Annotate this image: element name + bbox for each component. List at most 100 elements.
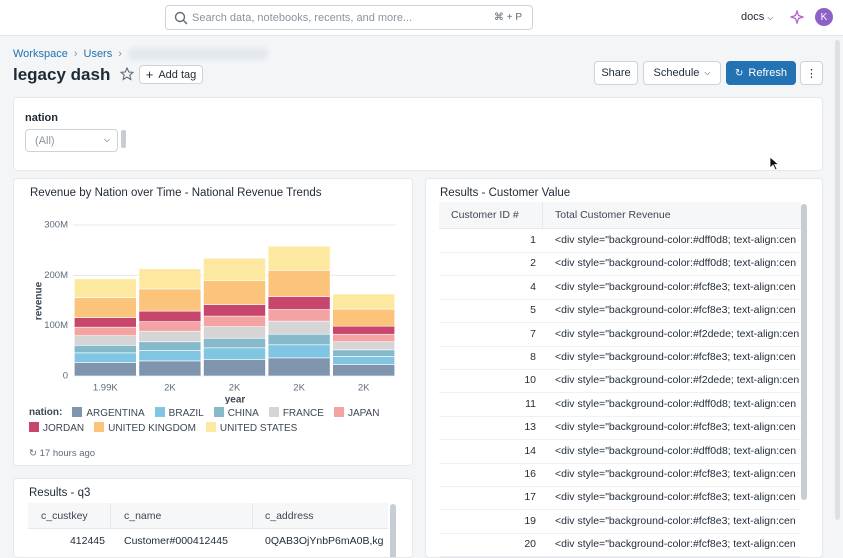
legend-swatch xyxy=(268,407,279,417)
shortcut: ⌘ + P xyxy=(493,12,522,23)
bar-segment xyxy=(73,335,137,346)
cell: <div style="background-color:#dff0d8; te… xyxy=(555,257,797,270)
cell: 2 xyxy=(530,257,536,270)
cell: 16 xyxy=(524,468,536,480)
more-button[interactable]: ⋮ xyxy=(800,61,823,85)
bar-segment xyxy=(267,333,331,346)
search-box[interactable]: Search data, notebooks, recents, and mor… xyxy=(165,5,533,30)
row-divider xyxy=(439,439,801,441)
breadcrumb-link[interactable]: Workspace xyxy=(13,48,68,60)
legend-item: ARGENTINA xyxy=(72,407,145,419)
table-title: Results - Customer Value xyxy=(440,187,571,199)
bar-segment xyxy=(203,257,266,281)
cell: <div style="background-color:#dff0d8; te… xyxy=(555,234,797,246)
y-tick-label: 300M xyxy=(44,220,68,231)
bar-segment xyxy=(138,268,202,290)
legend-item: JORDAN xyxy=(29,422,84,434)
scrollbar[interactable] xyxy=(801,204,807,500)
legend-swatch xyxy=(72,407,83,417)
bar-segment xyxy=(138,341,202,351)
updated-time: 17 hours ago xyxy=(39,448,96,459)
column-divider xyxy=(542,202,543,229)
add-tag-button[interactable]: + Add tag xyxy=(139,65,203,84)
table-header xyxy=(439,202,801,229)
blurred-user xyxy=(127,48,268,60)
bar-segment xyxy=(73,326,137,337)
row-divider xyxy=(439,556,801,557)
legend-item: BRAZIL xyxy=(154,407,204,419)
x-tick-label: 2K xyxy=(229,383,241,394)
legend-item: FRANCE xyxy=(268,407,324,419)
bar-segment xyxy=(203,280,266,305)
cell: 0QAB3OjYnbP6mA0B,kgf xyxy=(265,535,383,547)
legend-title: nation: xyxy=(29,407,63,418)
row-divider xyxy=(439,532,801,534)
bar-segment xyxy=(203,347,266,360)
bar-segment xyxy=(203,315,266,327)
y-tick-label: 100M xyxy=(44,320,68,331)
cell: 14 xyxy=(524,444,536,457)
cell: 19 xyxy=(524,514,536,527)
legend-swatch xyxy=(29,422,39,432)
legend: nation: ARGENTINA BRAZIL CHINA FRANCE JAPAN JO… xyxy=(29,407,404,434)
column-header: c_name xyxy=(124,510,162,522)
table-header xyxy=(28,503,388,529)
refresh-button[interactable]: ↻ Refresh xyxy=(726,61,796,85)
schedule-label: Schedule xyxy=(653,67,700,79)
bar-segment xyxy=(267,344,331,359)
cell: <div style="background-color:#f2dede; te… xyxy=(555,374,799,387)
bar-segment xyxy=(267,320,331,335)
legend-label: JAPAN xyxy=(347,408,380,419)
table-title: Results - q3 xyxy=(29,487,91,499)
cell: <div style="background-color:#dff0d8; te… xyxy=(555,397,797,410)
legend-label: CHINA xyxy=(227,408,259,419)
bar-segment xyxy=(332,308,396,327)
cell: <div style="background-color:#fcf8e3; te… xyxy=(555,491,796,504)
cell: <div style="background-color:#fcf8e3; te… xyxy=(555,351,796,363)
cell: 7 xyxy=(530,327,536,340)
chart: Revenue by Nation over Time - National R… xyxy=(30,187,396,404)
chart-title: Revenue by Nation over Time - National R… xyxy=(30,187,322,199)
row-divider xyxy=(439,369,801,370)
filter-card: nation (All) ⌵ xyxy=(13,97,823,171)
legend-label: UNITED KINGDOM xyxy=(108,423,196,434)
legend-swatch xyxy=(213,407,224,417)
cell: 10 xyxy=(524,374,536,387)
assistant-icon[interactable] xyxy=(790,10,804,24)
schedule-button[interactable]: Schedule ⌵ xyxy=(643,61,721,85)
share-button[interactable]: Share xyxy=(594,61,638,85)
bar-segment xyxy=(332,333,396,343)
row-divider xyxy=(439,509,801,511)
star-icon[interactable] xyxy=(120,67,134,81)
bar-segment xyxy=(332,341,396,351)
cell: <div style="background-color:#fcf8e3; te… xyxy=(555,514,796,527)
q3-table-card: Results - q3 c_custkey c_name c_address 412… xyxy=(13,478,413,558)
legend-item: CHINA xyxy=(213,407,259,419)
dashboard-title: legacy dash xyxy=(13,65,111,84)
bar-segment xyxy=(267,357,331,377)
avatar[interactable]: K xyxy=(815,8,833,26)
workspace-switcher[interactable]: docs ⌵ xyxy=(741,11,774,23)
chart-footer: ↻ 17 hours ago xyxy=(29,448,96,459)
page-scrollbar[interactable] xyxy=(835,40,840,520)
row-divider xyxy=(439,392,801,394)
legend-label: UNITED STATES xyxy=(219,423,298,434)
column-divider xyxy=(110,503,111,529)
cell: <div style="background-color:#dff0d8; te… xyxy=(555,444,797,457)
refresh-label: Refresh xyxy=(748,67,787,79)
cell: 8 xyxy=(530,351,536,363)
column-header: Customer ID # xyxy=(451,209,519,221)
bar-segment xyxy=(267,296,331,310)
column-header: c_address xyxy=(265,510,314,522)
row-divider xyxy=(439,462,801,464)
breadcrumb-link[interactable]: Users xyxy=(83,48,113,60)
filter-select[interactable]: (All) ⌵ xyxy=(25,129,118,152)
scrollbar[interactable] xyxy=(390,504,396,557)
resize-handle xyxy=(121,130,126,148)
top-bar: Search data, notebooks, recents, and mor… xyxy=(0,0,843,36)
cell: <div style="background-color:#fcf8e3; te… xyxy=(555,468,796,480)
bar-segment xyxy=(73,297,137,318)
share-label: Share xyxy=(601,67,631,79)
cell: <div style="background-color:#fcf8e3; te… xyxy=(555,280,796,293)
legend-label: BRAZIL xyxy=(168,408,204,419)
